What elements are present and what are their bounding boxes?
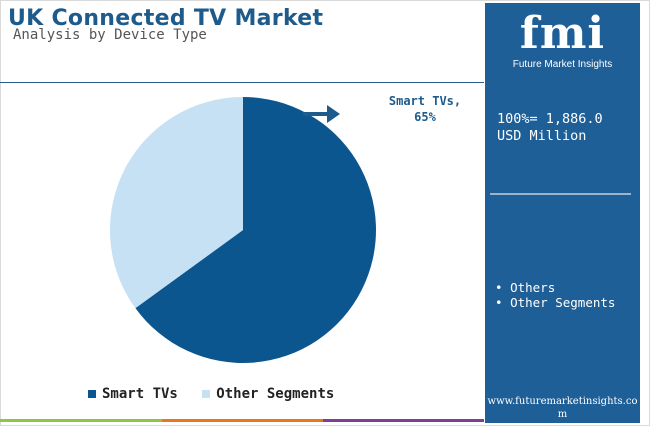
legend-label-other-segments: Other Segments <box>216 386 335 402</box>
callout-line-2: 65% <box>414 110 436 124</box>
panel-list: • Others • Other Segments <box>495 280 615 310</box>
callout-label: Smart TVs, 65% <box>380 93 470 125</box>
panel-list-item: • Others <box>495 280 556 295</box>
callout-line-1: Smart TVs, <box>388 94 462 108</box>
market-total: 100%= 1,886.0 USD Million <box>497 111 603 145</box>
panel-list-item: • Other Segments <box>495 295 616 310</box>
legend-swatch-smart-tvs <box>88 390 96 398</box>
panel-divider <box>490 193 631 195</box>
panel-list-label-others: Others <box>510 280 556 295</box>
chart-title: UK Connected TV Market <box>8 6 324 31</box>
market-total-line-2: USD Million <box>497 128 587 144</box>
legend-item-smart-tvs: Smart TVs <box>88 386 178 402</box>
pie-chart <box>110 97 376 363</box>
info-panel: fmi Future Market Insights 100%= 1,886.0… <box>485 3 640 423</box>
legend-item-other-segments: Other Segments <box>202 386 334 402</box>
bottom-color-bar <box>0 419 484 422</box>
legend-label-smart-tvs: Smart TVs <box>102 386 178 402</box>
pie-slice-other-segments <box>110 97 243 309</box>
bottom-bar-orange <box>162 419 323 422</box>
bottom-bar-purple <box>323 419 484 422</box>
chart-legend: Smart TVs Other Segments <box>88 386 350 402</box>
fmi-logo: fmi Future Market Insights <box>485 8 640 71</box>
logo-wordmark: fmi <box>519 8 606 59</box>
website-url: www.futuremarketinsights.com <box>487 396 638 420</box>
pie-slice-smart-tvs <box>135 97 376 363</box>
bottom-bar-green <box>0 419 162 422</box>
market-total-line-1: 100%= 1,886.0 <box>497 111 603 127</box>
chart-subtitle: Analysis by Device Type <box>13 27 207 43</box>
panel-list-label-other-segments: Other Segments <box>510 295 616 310</box>
logo-subtitle: Future Market Insights <box>512 59 613 70</box>
callout-arrow-icon <box>303 105 340 123</box>
header-divider <box>0 82 484 83</box>
legend-swatch-other-segments <box>202 390 211 398</box>
